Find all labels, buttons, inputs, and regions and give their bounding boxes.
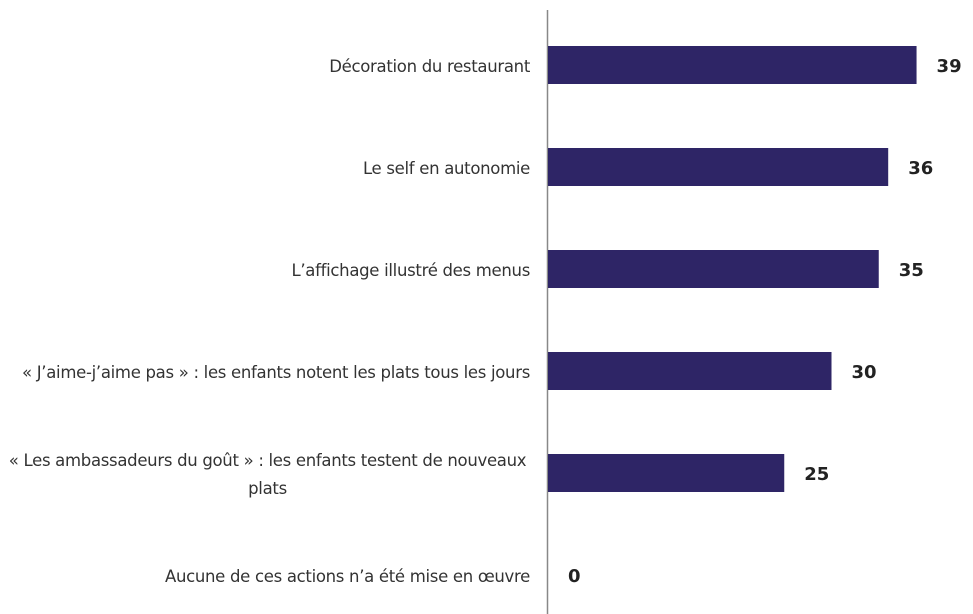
category-label-box: L’affichage illustré des menus	[5, 257, 530, 285]
category-label: L’affichage illustré des menus	[291, 261, 530, 280]
category-label-box: Le self en autonomie	[5, 155, 530, 183]
category-label-box: « Les ambassadeurs du goût » : les enfan…	[5, 447, 530, 503]
category-label: Le self en autonomie	[362, 159, 530, 178]
bar	[548, 352, 832, 390]
category-label-box: Aucune de ces actions n’a été mise en œu…	[5, 563, 530, 591]
category-label-box: « J’aime-j’aime pas » : les enfants note…	[5, 359, 530, 387]
value-label: 36	[908, 158, 933, 179]
bar	[548, 454, 785, 492]
bar	[548, 46, 917, 84]
category-label-box: Décoration du restaurant	[5, 53, 530, 81]
value-label: 0	[568, 566, 581, 587]
category-label: Décoration du restaurant	[329, 57, 530, 76]
category-label: Aucune de ces actions n’a été mise en œu…	[164, 567, 530, 586]
bar	[548, 148, 889, 186]
value-label: 25	[804, 464, 829, 485]
category-label: « J’aime-j’aime pas » : les enfants note…	[21, 363, 530, 382]
category-label: « Les ambassadeurs du goût » : les enfan…	[8, 451, 527, 498]
value-label: 39	[937, 56, 962, 77]
value-label: 30	[852, 362, 877, 383]
value-label: 35	[899, 260, 924, 281]
bar	[548, 250, 879, 288]
